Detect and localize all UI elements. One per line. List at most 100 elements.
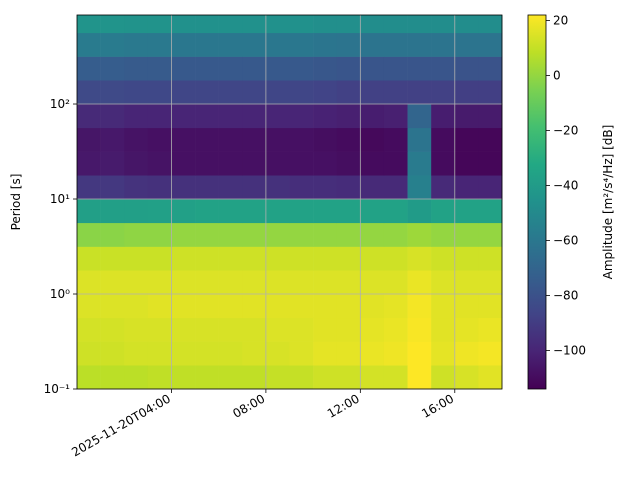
heatmap-cell xyxy=(218,270,243,295)
heatmap-cell xyxy=(454,56,479,81)
heatmap-cell xyxy=(336,32,361,57)
heatmap-cell xyxy=(147,32,172,57)
heatmap-cell xyxy=(100,151,125,176)
heatmap-cell xyxy=(77,56,101,81)
heatmap-cell xyxy=(124,270,149,295)
heatmap-cell xyxy=(289,104,314,129)
heatmap-cell xyxy=(147,365,172,390)
heatmap-cell xyxy=(431,127,456,152)
heatmap-cell xyxy=(242,222,267,247)
heatmap-cell xyxy=(431,80,456,105)
colorbar-tick-label: −40 xyxy=(553,179,578,193)
heatmap-cell xyxy=(265,80,290,105)
heatmap-cell xyxy=(171,270,196,295)
heatmap-cell xyxy=(218,317,243,342)
heatmap-cell xyxy=(383,317,408,342)
heatmap-cell xyxy=(313,246,338,271)
heatmap-cell xyxy=(265,341,290,366)
heatmap-cell xyxy=(407,56,432,81)
heatmap-cell xyxy=(383,222,408,247)
heatmap-cell xyxy=(147,80,172,105)
heatmap-cell xyxy=(336,15,361,34)
heatmap-cell xyxy=(124,151,149,176)
heatmap-cell xyxy=(147,294,172,319)
heatmap-cell xyxy=(242,104,267,129)
heatmap-cell xyxy=(171,294,196,319)
heatmap-cell xyxy=(407,199,432,224)
heatmap-cell xyxy=(195,317,219,342)
y-axis-label: Period [s] xyxy=(9,174,23,231)
heatmap-cell xyxy=(124,222,149,247)
y-tick-label: 10² xyxy=(50,97,70,111)
heatmap-cell xyxy=(478,199,503,224)
heatmap-cell xyxy=(360,222,385,247)
heatmap-cell xyxy=(195,175,219,200)
heatmap-cell xyxy=(336,151,361,176)
heatmap-cell xyxy=(124,56,149,81)
heatmap-cell xyxy=(195,127,219,152)
heatmap-cell xyxy=(336,175,361,200)
heatmap-cell xyxy=(77,199,101,224)
heatmap-cell xyxy=(147,104,172,129)
heatmap-cell xyxy=(289,365,314,390)
heatmap-cell xyxy=(147,199,172,224)
heatmap-cell xyxy=(360,32,385,57)
heatmap-cell xyxy=(407,80,432,105)
heatmap-cell xyxy=(242,127,267,152)
heatmap-cell xyxy=(100,32,125,57)
heatmap xyxy=(77,15,503,390)
heatmap-cell xyxy=(431,246,456,271)
heatmap-cell xyxy=(454,80,479,105)
heatmap-cell xyxy=(124,32,149,57)
heatmap-cell xyxy=(242,341,267,366)
heatmap-cell xyxy=(265,104,290,129)
heatmap-cell xyxy=(147,222,172,247)
heatmap-cell xyxy=(265,222,290,247)
heatmap-cell xyxy=(195,222,219,247)
heatmap-cell xyxy=(407,104,432,129)
heatmap-cell xyxy=(218,15,243,34)
heatmap-cell xyxy=(218,199,243,224)
heatmap-cell xyxy=(431,365,456,390)
heatmap-cell xyxy=(265,151,290,176)
heatmap-cell xyxy=(218,32,243,57)
heatmap-cell xyxy=(383,32,408,57)
heatmap-cell xyxy=(360,127,385,152)
heatmap-cell xyxy=(77,104,101,129)
heatmap-cell xyxy=(265,56,290,81)
heatmap-cell xyxy=(407,15,432,34)
heatmap-cell xyxy=(77,127,101,152)
heatmap-cell xyxy=(478,222,503,247)
heatmap-cell xyxy=(336,317,361,342)
heatmap-cell xyxy=(195,32,219,57)
heatmap-cell xyxy=(407,222,432,247)
heatmap-cell xyxy=(431,270,456,295)
heatmap-cell xyxy=(100,15,125,34)
heatmap-cell xyxy=(195,104,219,129)
heatmap-cell xyxy=(124,317,149,342)
heatmap-cell xyxy=(478,341,503,366)
colorbar-tick-label: 0 xyxy=(553,69,561,83)
heatmap-cell xyxy=(171,104,196,129)
heatmap-cell xyxy=(313,175,338,200)
heatmap-cell xyxy=(454,365,479,390)
heatmap-cell xyxy=(242,80,267,105)
heatmap-cell xyxy=(289,317,314,342)
heatmap-cell xyxy=(360,317,385,342)
heatmap-cell xyxy=(454,294,479,319)
heatmap-cell xyxy=(265,270,290,295)
heatmap-cell xyxy=(407,151,432,176)
heatmap-cell xyxy=(336,222,361,247)
heatmap-cell xyxy=(124,246,149,271)
heatmap-cell xyxy=(360,246,385,271)
heatmap-cell xyxy=(195,151,219,176)
heatmap-cell xyxy=(242,246,267,271)
heatmap-cell xyxy=(171,246,196,271)
heatmap-cell xyxy=(195,270,219,295)
heatmap-cell xyxy=(454,175,479,200)
heatmap-cell xyxy=(124,294,149,319)
heatmap-cell xyxy=(454,270,479,295)
heatmap-cell xyxy=(265,294,290,319)
heatmap-cell xyxy=(242,199,267,224)
heatmap-cell xyxy=(171,317,196,342)
